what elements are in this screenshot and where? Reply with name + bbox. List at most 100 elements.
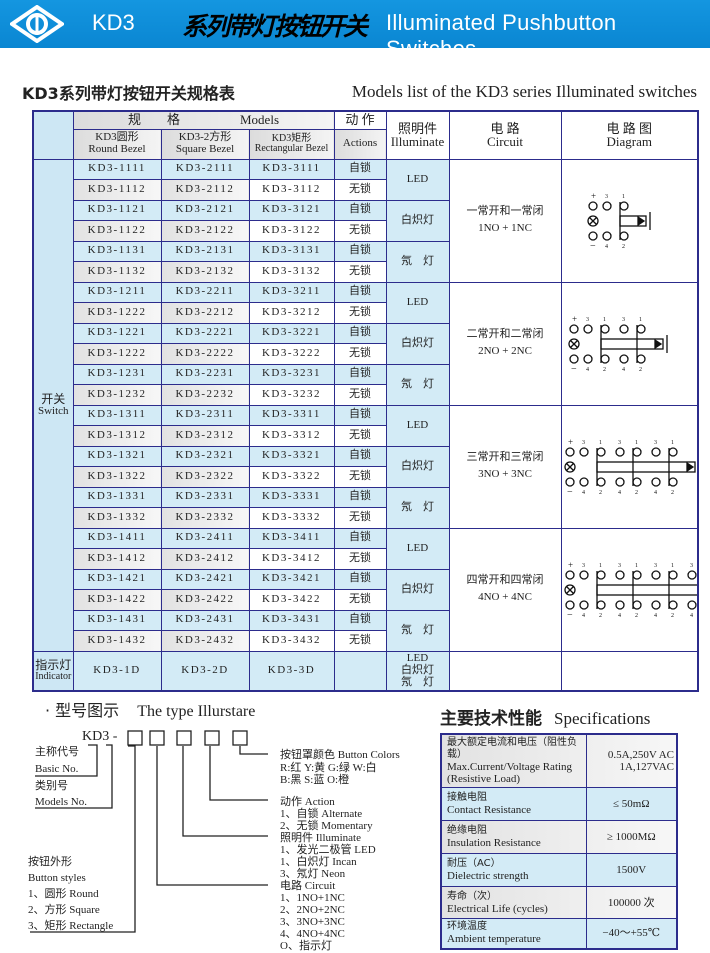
svg-text:4: 4 <box>654 613 657 619</box>
table-row: KD3-1332 KD3-2332 KD3-3332 无锁 <box>33 507 698 529</box>
svg-text:+: + <box>568 437 573 447</box>
action-cell: 自锁 <box>333 445 387 467</box>
square-model: KD3-2422 <box>160 589 250 611</box>
table-row: KD3-1232 KD3-2232 KD3-3232 无锁 <box>33 384 698 406</box>
round-model: KD3-1111 <box>72 158 162 180</box>
svg-text:4: 4 <box>582 490 585 496</box>
round-model: KD3-1321 <box>72 445 162 467</box>
action-cell: 自锁 <box>333 609 387 631</box>
circuit-cell: 一常开和一常闭 1NO + 1NC <box>448 158 562 283</box>
circuit-cell: 三常开和三常闭 3NO + 3NC <box>448 404 562 529</box>
button-style-option: 3、矩形 Rectangle <box>28 920 114 932</box>
svg-text:+: + <box>568 560 573 570</box>
action-cell: 自锁 <box>333 404 387 426</box>
round-model: KD3-1221 <box>72 322 162 344</box>
table-row: KD3-1432 KD3-2432 KD3-3432 无锁 <box>33 630 698 652</box>
button-style-option: 1、圆形 Round <box>28 888 99 900</box>
diagram-cell: + − 3 1 4 2 <box>560 158 699 283</box>
square-model: KD3-2121 <box>160 199 250 221</box>
svg-text:3: 3 <box>654 563 657 569</box>
table-row: KD3-1222 KD3-2212 KD3-3212 无锁 <box>33 302 698 324</box>
round-model: KD3-1311 <box>72 404 162 426</box>
action-cell: 无锁 <box>333 630 387 652</box>
spec-value: 1500V <box>585 853 678 887</box>
table-row: KD3-1412 KD3-2412 KD3-3412 无锁 <box>33 548 698 570</box>
svg-text:4: 4 <box>586 367 589 373</box>
round-model: KD3-1432 <box>72 630 162 652</box>
illuminate-cell: 白炽灯 <box>385 199 450 242</box>
action-cell: 无锁 <box>333 261 387 283</box>
basic-no-en: Basic No. <box>35 763 79 775</box>
rect-model: KD3-3311 <box>248 404 335 426</box>
svg-text:1: 1 <box>603 317 606 323</box>
svg-text:1: 1 <box>671 563 674 569</box>
circuit-option: 3、3NO+3NC <box>280 916 345 928</box>
round-model: KD3-1131 <box>72 240 162 262</box>
svg-text:3: 3 <box>605 194 608 200</box>
rect-model: KD3-3111 <box>248 158 335 180</box>
table-row: KD3-1421 KD3-2421 KD3-3421 自锁 白炽灯 <box>33 568 698 611</box>
action-cell: 无锁 <box>333 220 387 242</box>
indicator-label: 指示灯 Indicator <box>32 650 74 692</box>
spec-row: 接触电阻 Contact Resistance ≤ 50mΩ <box>440 787 678 821</box>
svg-text:2: 2 <box>639 367 642 373</box>
specs-title: 主要技术性能 Specifications <box>440 709 651 729</box>
circuit-diagram: + − 3 1 4 2 3 1 4 2 3 1 4 2 <box>563 437 696 498</box>
rect-model: KD3-3222 <box>248 343 335 365</box>
spec-value: ≤ 50mΩ <box>585 787 678 821</box>
illuminate-cell: LED <box>385 527 450 570</box>
svg-text:+: + <box>572 314 577 324</box>
square-model: KD3-2222 <box>160 343 250 365</box>
round-model: KD3-1211 <box>72 281 162 303</box>
svg-text:3: 3 <box>690 563 693 569</box>
svg-text:1: 1 <box>599 440 602 446</box>
button-color-option: R:红 Y:黄 G:绿 W:白 <box>280 761 377 774</box>
spec-row: 绝缘电阻 Insulation Resistance ≥ 1000MΩ <box>440 820 678 854</box>
action-cell: 无锁 <box>333 466 387 488</box>
brand-code: KD3 <box>92 10 135 35</box>
illuminate-option: 1、白炽灯 Incan <box>280 856 357 868</box>
illuminate-option: 3、氖灯 Neon <box>280 868 346 880</box>
models-no-cn: 类别号 <box>35 780 68 792</box>
circuit-option: 4、4NO+4NC <box>280 928 345 940</box>
svg-text:3: 3 <box>582 440 585 446</box>
action-cell: 自锁 <box>333 363 387 385</box>
specs-table: 最大额定电流和电压（阻性负载） Max.Current/Voltage Ratin… <box>440 733 678 950</box>
table-row: 开关 Switch KD3-1111 KD3-2111 KD3-3111 自锁 LED 一常开… <box>32 158 699 652</box>
models-no-en: Models No. <box>35 796 87 808</box>
rect-model: KD3-3411 <box>248 527 335 549</box>
spec-row: 环境温度 Ambient temperature −40～+55℃ <box>440 918 678 949</box>
header-square: KD3-2方形 Square Bezel <box>160 128 250 160</box>
svg-text:2: 2 <box>635 613 638 619</box>
svg-text:4: 4 <box>622 367 625 373</box>
round-model: KD3-1121 <box>72 199 162 221</box>
header-action-en: Actions <box>333 128 387 160</box>
action-option: 1、自锁 Alternate <box>280 808 363 820</box>
square-model: KD3-2412 <box>160 548 250 570</box>
rect-model: KD3-3421 <box>248 568 335 590</box>
basic-no-cn: 主称代号 <box>35 746 79 758</box>
rect-model: KD3-3212 <box>248 302 335 324</box>
svg-text:2: 2 <box>599 490 602 496</box>
rect-model: KD3-3431 <box>248 609 335 631</box>
circuit-option: O、指示灯 <box>280 940 332 952</box>
table-row: KD3-1321 KD3-2321 KD3-3321 自锁 白炽灯 <box>33 445 698 488</box>
action-cell: 无锁 <box>333 343 387 365</box>
models-table: 规 格 Models 动 作 照明件 Illuminate 电 路 Circuit 电… <box>32 110 699 692</box>
svg-text:−: − <box>567 610 573 621</box>
table-row: KD3-1112 KD3-2112 KD3-3112 无锁 <box>33 179 698 201</box>
circuit-diagram: + − 3 1 4 2 <box>587 191 651 252</box>
svg-text:−: − <box>567 487 573 498</box>
square-model: KD3-2312 <box>160 425 250 447</box>
header-rect: KD3矩形 Rectangular Bezel <box>248 128 335 160</box>
svg-text:2: 2 <box>635 490 638 496</box>
header-models: 规 格 Models <box>72 110 335 130</box>
table-row: KD3-1331 KD3-2331 KD3-3331 自锁氖 灯 <box>33 486 698 529</box>
action-cell: 无锁 <box>333 302 387 324</box>
action-cell: 无锁 <box>333 589 387 611</box>
subtitle-cn: KD3系列带灯按钮开关规格表 <box>22 84 235 103</box>
circuit-option: 2、2NO+2NC <box>280 904 345 916</box>
spec-label: 最大额定电流和电压（阻性负载） Max.Current/Voltage Ratin… <box>440 733 587 788</box>
rect-model: KD3-3312 <box>248 425 335 447</box>
